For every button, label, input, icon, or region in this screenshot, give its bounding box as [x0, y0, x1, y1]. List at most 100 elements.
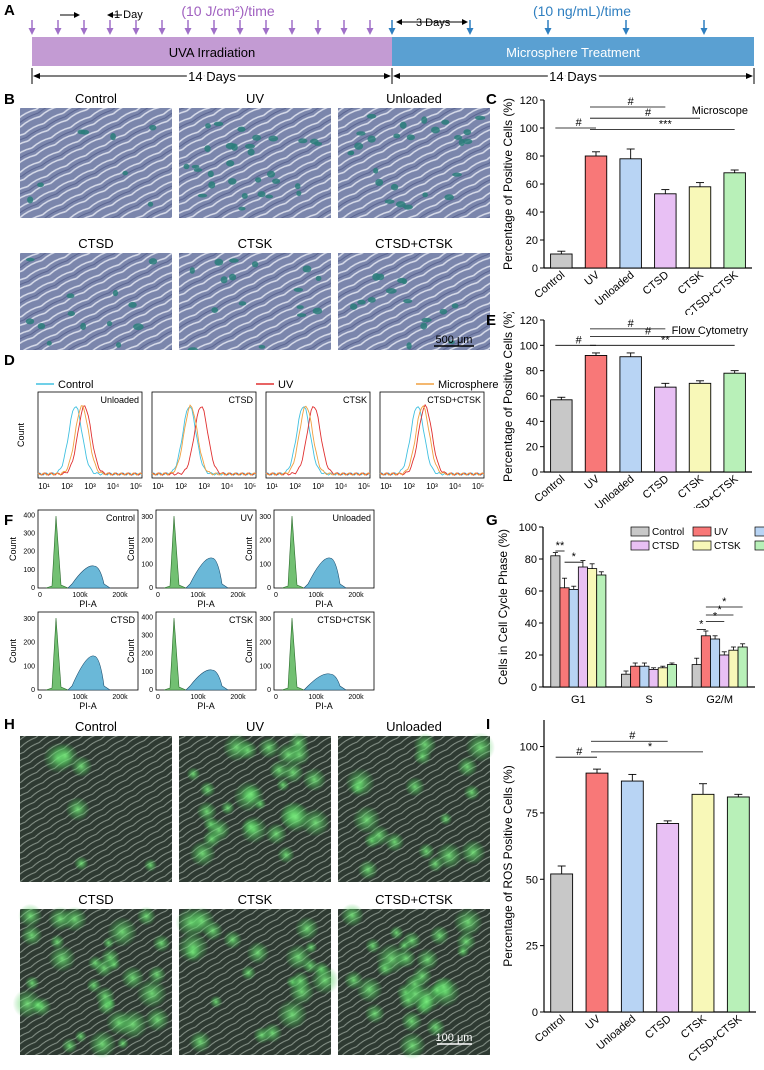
cellcycle-ytick: 200: [259, 640, 271, 647]
fluorescent-cell: [202, 920, 224, 942]
histogram-title: CTSK: [343, 395, 367, 405]
fluorescent-cell: [237, 740, 258, 761]
micrograph-image: [20, 108, 172, 218]
cellcycle-ytick: 300: [259, 514, 271, 521]
fluorescent-cell: [277, 846, 295, 864]
fluorescent-cell: [144, 1007, 170, 1032]
histogram-xtick: 10²: [175, 482, 187, 491]
significance-mark: *: [572, 551, 577, 563]
bar: [568, 589, 579, 688]
histogram-xtick: 10⁴: [107, 482, 120, 491]
significance-mark: *: [722, 596, 727, 608]
legend-label: Control: [58, 379, 93, 391]
x-tick-label: CTSD: [641, 269, 672, 297]
stained-cell: [268, 135, 279, 142]
fluorescent-cell: [400, 1010, 423, 1033]
cellcycle-ytick: 0: [267, 687, 271, 694]
stained-cell: [37, 322, 46, 330]
y-tick-label: 20: [526, 235, 538, 247]
stained-cell: [431, 126, 440, 134]
g2-peak: [67, 655, 111, 691]
ms-dose-arrow-head: [622, 28, 630, 35]
uva-dose-arrow-head: [54, 28, 62, 35]
bar: [719, 654, 730, 688]
y-tick-label: 120: [520, 95, 538, 107]
y-tick-label: 60: [526, 179, 538, 191]
g2-peak: [185, 557, 229, 589]
bar: [621, 673, 632, 688]
stained-cell: [395, 201, 406, 208]
stained-cell: [251, 261, 259, 268]
cellcycle-xtick: 100k: [308, 592, 324, 599]
bar: [550, 399, 573, 473]
flow-histograms-d: Control UV Microsphere Treatment Unloaded C…: [16, 379, 500, 491]
micrograph-label: CTSD: [78, 236, 113, 251]
cellcycle-xtick: 0: [38, 694, 42, 701]
histogram-title: Unloaded: [100, 395, 139, 405]
micrograph-label: Control: [75, 719, 117, 734]
bar: [723, 172, 746, 269]
fluorescent-cell: [280, 801, 312, 833]
x-tick-label: S: [645, 694, 652, 706]
fluorescent-cell: [87, 955, 104, 971]
cellcycle-xtick: 0: [38, 592, 42, 599]
cellcycle-xtick: 100k: [72, 592, 88, 599]
legend-label: Control: [652, 527, 684, 538]
histogram-xtick: 10¹: [380, 482, 392, 491]
stained-cell: [393, 133, 401, 139]
cellcycle-ytick: 100: [259, 561, 271, 568]
cellcycle-xlabel: PI-A: [315, 701, 333, 710]
fluorescent-cell: [20, 924, 43, 947]
panel-label-c: C: [486, 91, 497, 108]
histogram-frame: [265, 391, 371, 479]
stained-cell: [197, 193, 208, 198]
cellcycle-ytick: 200: [259, 538, 271, 545]
bar: [654, 386, 677, 473]
legend-label: CTSD: [652, 541, 679, 552]
stained-cell: [257, 191, 266, 198]
cellcycle-title: CTSK: [229, 615, 253, 625]
cellcycle-ylabel: Count: [126, 537, 136, 562]
stained-cell: [294, 183, 301, 190]
fluorescent-cell: [404, 983, 426, 1005]
stained-cell: [115, 342, 122, 348]
bar: [728, 649, 739, 688]
cellcycle-xtick: 0: [156, 694, 160, 701]
cellcycle-ytick: 200: [141, 538, 153, 545]
stained-cell: [229, 273, 237, 281]
stained-cell: [452, 172, 462, 177]
panel-label-b: B: [4, 91, 15, 108]
x-tick-label: CTSD: [641, 473, 672, 501]
bar: [657, 667, 668, 688]
panel-label-d: D: [4, 352, 15, 369]
cellcycle-ytick: 0: [31, 585, 35, 592]
fluorescent-cell: [116, 1037, 129, 1050]
histogram-frame: [37, 391, 143, 479]
g1-peak: [163, 515, 187, 589]
ms-dose: (10 ng/mL)/time: [533, 3, 631, 19]
fluorescent-cell: [143, 858, 158, 872]
cellcycle-ytick: 300: [259, 616, 271, 623]
cellcycle-xtick: 200k: [230, 694, 246, 701]
micrograph-label: UV: [246, 91, 264, 106]
ms-dose-arrow-head: [544, 28, 552, 35]
stained-cell: [207, 170, 214, 178]
stained-cell: [420, 322, 428, 330]
stained-cell: [315, 275, 322, 282]
ms-dose-arrow-head: [388, 28, 396, 35]
bar: [691, 664, 702, 688]
legend-swatch: [630, 526, 650, 537]
stained-cell: [148, 258, 158, 265]
y-tick-label: 0: [532, 467, 538, 479]
y-tick-label: 100: [520, 340, 538, 352]
cellcycle-ytick: 300: [23, 531, 35, 538]
x-tick-label: CTSK: [676, 269, 707, 297]
stained-cell: [191, 164, 200, 169]
stained-cell: [149, 124, 157, 131]
fluorescent-cell: [65, 796, 90, 822]
micrograph-grid-b: Control UV Unloaded CTSD CTSK CTSD+CTSK 500 μm: [20, 91, 490, 350]
g2-peak: [67, 565, 111, 589]
significance-mark: ***: [659, 118, 673, 130]
histogram-curve: [151, 404, 257, 476]
fluorescent-cell: [12, 988, 43, 1019]
